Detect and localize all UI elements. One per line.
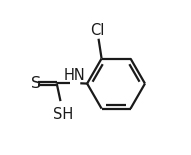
Text: Cl: Cl xyxy=(91,23,105,38)
Text: SH: SH xyxy=(53,107,73,122)
Text: S: S xyxy=(31,76,41,91)
Text: HN: HN xyxy=(64,68,86,82)
